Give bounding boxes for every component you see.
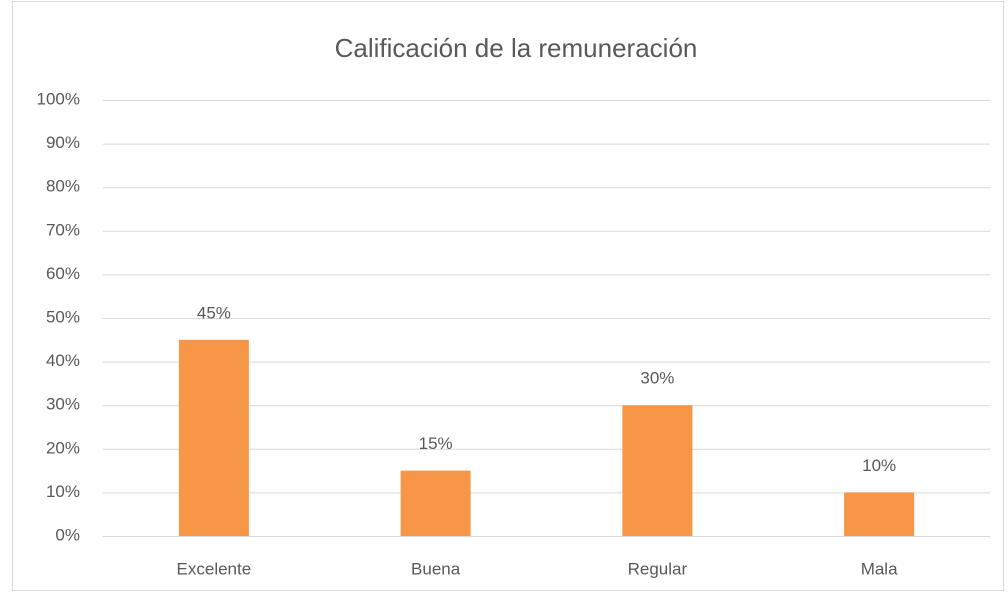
x-tick-label: Regular xyxy=(628,559,688,578)
y-tick-label: 80% xyxy=(46,177,80,196)
y-tick-label: 40% xyxy=(46,351,80,370)
data-label: 30% xyxy=(640,369,674,388)
y-tick-label: 30% xyxy=(46,395,80,414)
bar xyxy=(400,470,471,536)
data-label: 10% xyxy=(862,456,896,475)
bar xyxy=(844,492,915,536)
y-tick-label: 50% xyxy=(46,307,80,326)
y-tick-label: 100% xyxy=(37,89,80,108)
x-tick-label: Mala xyxy=(861,559,898,578)
x-tick-label: Excelente xyxy=(177,559,252,578)
y-tick-label: 70% xyxy=(46,220,80,239)
data-label: 15% xyxy=(419,434,453,453)
y-tick-label: 20% xyxy=(46,438,80,457)
y-tick-label: 60% xyxy=(46,264,80,283)
bar xyxy=(178,339,249,536)
chart-border xyxy=(12,1,1004,591)
x-tick-label: Buena xyxy=(411,559,461,578)
y-tick-label: 10% xyxy=(46,482,80,501)
data-label: 45% xyxy=(197,303,231,322)
chart-title: Calificación de la remuneración xyxy=(335,33,698,63)
bar xyxy=(622,405,693,536)
y-tick-label: 0% xyxy=(55,525,80,544)
y-tick-label: 90% xyxy=(46,133,80,152)
